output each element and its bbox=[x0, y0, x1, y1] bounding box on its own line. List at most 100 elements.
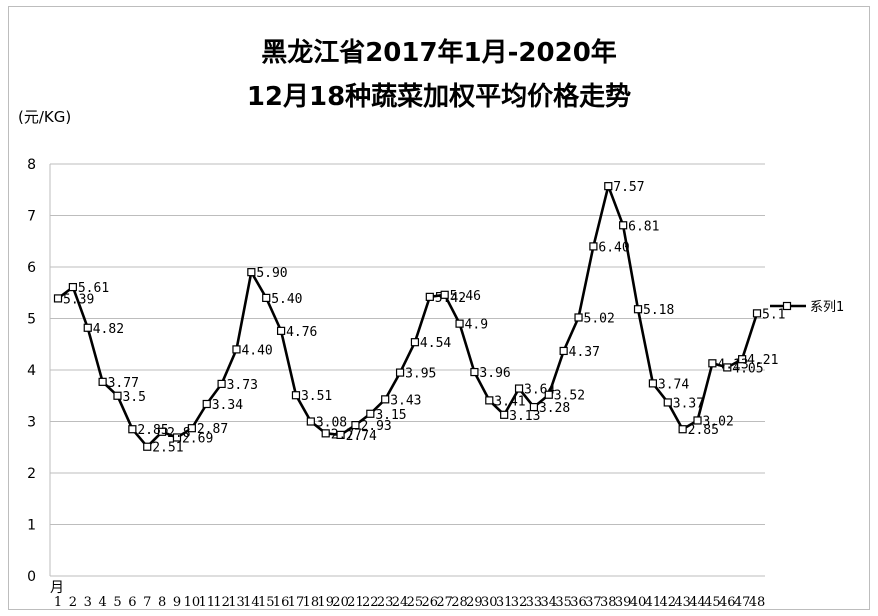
y-tick-label: 0 bbox=[27, 569, 36, 585]
data-point bbox=[589, 242, 598, 251]
x-tick-label: 11 bbox=[198, 595, 215, 610]
data-label: 3.43 bbox=[390, 393, 421, 408]
data-label: 5.39 bbox=[63, 292, 94, 307]
data-point bbox=[68, 282, 77, 292]
data-point bbox=[395, 368, 405, 377]
data-labels: 5.395.61 4.82 3.773.5 2.85 2.512.82.692.87 3.… bbox=[63, 180, 785, 456]
data-label: 5.42 bbox=[435, 291, 466, 306]
chart-frame bbox=[8, 6, 870, 610]
data-point bbox=[306, 417, 315, 426]
data-label: 2.93 bbox=[360, 419, 391, 434]
data-point bbox=[158, 427, 167, 436]
data-point bbox=[633, 305, 643, 314]
data-point bbox=[455, 319, 464, 328]
data-label: 2.87 bbox=[197, 422, 228, 437]
y-tick-label: 8 bbox=[27, 157, 36, 173]
x-tick-label: 6 bbox=[128, 595, 136, 610]
data-point bbox=[663, 398, 672, 407]
x-tick-label: 16 bbox=[273, 595, 290, 610]
data-label: 2.74 bbox=[346, 429, 377, 444]
x-tick-label: 7 bbox=[143, 595, 151, 610]
x-tick-label: 41 bbox=[645, 595, 662, 610]
x-tick-label: 46 bbox=[719, 595, 736, 610]
data-label: 6.81 bbox=[628, 219, 659, 234]
data-point bbox=[425, 292, 434, 301]
data-point bbox=[485, 396, 494, 405]
data-label: 4.76 bbox=[286, 325, 317, 340]
y-tick-label: 1 bbox=[27, 518, 36, 534]
data-point bbox=[604, 182, 613, 191]
x-tick-label: 22 bbox=[362, 595, 379, 610]
data-label: 3.02 bbox=[703, 414, 734, 429]
data-point bbox=[410, 338, 420, 347]
data-label: 2.85 bbox=[688, 423, 719, 438]
data-point bbox=[514, 384, 524, 393]
y-tick-label: 2 bbox=[27, 466, 36, 482]
data-label: 3.52 bbox=[554, 389, 585, 404]
legend-entry-series-1: 系列1 bbox=[810, 300, 844, 315]
data-label: 3.37 bbox=[673, 396, 704, 411]
x-tick-label: 13 bbox=[228, 595, 245, 610]
data-point bbox=[276, 326, 286, 335]
data-label: 6.40 bbox=[598, 240, 629, 255]
data-point bbox=[232, 345, 241, 354]
data-point bbox=[53, 294, 63, 303]
data-label: 2.69 bbox=[182, 431, 213, 446]
data-label: 2.51 bbox=[152, 441, 183, 456]
data-point bbox=[113, 391, 122, 400]
data-point bbox=[708, 359, 717, 368]
data-label: 4.13 bbox=[717, 357, 748, 372]
data-point bbox=[738, 355, 747, 364]
x-axis-label: 月 bbox=[50, 580, 64, 596]
y-tick-label: 6 bbox=[27, 260, 36, 276]
x-tick-label: 35 bbox=[555, 595, 572, 610]
data-point bbox=[544, 390, 553, 399]
data-label: 4.40 bbox=[241, 343, 272, 358]
x-tick-label: 32 bbox=[511, 595, 528, 610]
data-label: 3.95 bbox=[405, 367, 436, 382]
x-tick-label: 14 bbox=[243, 595, 260, 610]
x-tick-label: 26 bbox=[422, 595, 439, 610]
data-label: 3.73 bbox=[227, 378, 258, 393]
x-tick-label: 30 bbox=[481, 595, 498, 610]
data-point bbox=[321, 429, 330, 438]
data-label: 2.85 bbox=[137, 423, 168, 438]
x-tick-label: 19 bbox=[317, 595, 334, 610]
data-point bbox=[291, 391, 301, 400]
data-label: 3.08 bbox=[316, 416, 347, 431]
data-label: 5.18 bbox=[643, 303, 674, 318]
x-tick-label: 3 bbox=[84, 595, 92, 610]
data-point bbox=[217, 379, 226, 389]
data-label: 3.41 bbox=[494, 394, 525, 409]
x-tick-label: 12 bbox=[213, 595, 230, 610]
data-label: 5.1 bbox=[762, 307, 785, 322]
x-tick-label: 20 bbox=[332, 595, 349, 610]
x-tick-label: 40 bbox=[630, 595, 647, 610]
x-tick-label: 15 bbox=[258, 595, 275, 610]
x-tick-label: 27 bbox=[436, 595, 453, 610]
data-point bbox=[529, 402, 539, 412]
data-point bbox=[366, 409, 375, 418]
y-axis-unit-label: (元/KG) bbox=[18, 108, 72, 126]
x-tick-label: 29 bbox=[466, 595, 483, 610]
y-tick-label: 3 bbox=[27, 415, 36, 431]
x-tick-label: 2 bbox=[69, 595, 77, 610]
data-point bbox=[247, 268, 256, 277]
y-tick-label: 7 bbox=[27, 209, 36, 225]
x-tick-label: 47 bbox=[734, 595, 751, 610]
data-point bbox=[187, 424, 196, 433]
legend-marker bbox=[782, 301, 792, 311]
data-point bbox=[128, 425, 137, 434]
data-label: 3.74 bbox=[658, 377, 689, 392]
data-label: 3.13 bbox=[509, 409, 540, 424]
chart-title-line2: 12月18种蔬菜加权平均价格走势 bbox=[246, 82, 632, 112]
data-label: 5.40 bbox=[271, 292, 302, 307]
data-label: 5.46 bbox=[450, 289, 481, 304]
x-tick-label: 10 bbox=[184, 595, 201, 610]
x-tick-label: 42 bbox=[659, 595, 676, 610]
x-tick-label: 36 bbox=[570, 595, 587, 610]
x-tick-label: 33 bbox=[526, 595, 543, 610]
data-label: 3.51 bbox=[301, 389, 332, 404]
x-tick-label: 1 bbox=[54, 595, 62, 610]
data-label: 4.9 bbox=[465, 318, 488, 333]
